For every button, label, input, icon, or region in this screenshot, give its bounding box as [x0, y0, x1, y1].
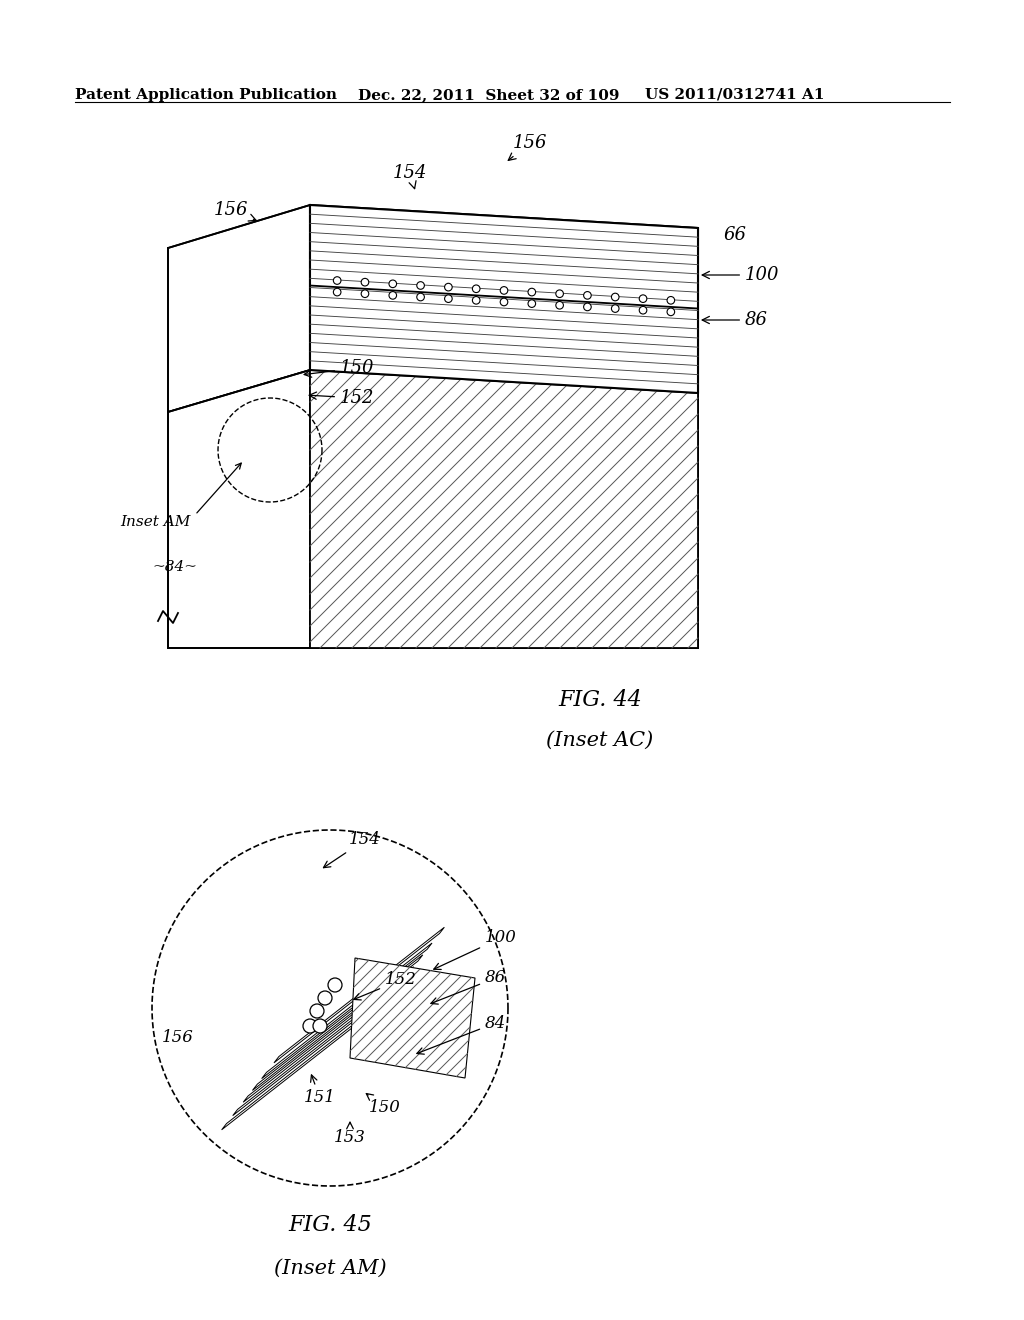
Circle shape — [334, 288, 341, 296]
Text: 154: 154 — [393, 164, 427, 189]
Text: 100: 100 — [434, 929, 517, 969]
Text: (Inset AC): (Inset AC) — [547, 730, 653, 750]
Polygon shape — [221, 994, 392, 1130]
Circle shape — [444, 284, 453, 290]
Text: 151: 151 — [304, 1074, 336, 1106]
Circle shape — [528, 288, 536, 296]
Text: 156: 156 — [162, 1030, 194, 1047]
Circle shape — [500, 298, 508, 306]
Text: Inset AM: Inset AM — [120, 515, 190, 529]
Text: (Inset AM): (Inset AM) — [273, 1258, 386, 1278]
Circle shape — [152, 830, 508, 1185]
Circle shape — [328, 978, 342, 993]
Text: US 2011/0312741 A1: US 2011/0312741 A1 — [645, 88, 824, 102]
Text: 100: 100 — [702, 267, 779, 284]
Circle shape — [639, 294, 647, 302]
Polygon shape — [262, 942, 432, 1078]
Circle shape — [639, 306, 647, 314]
Circle shape — [313, 1019, 327, 1034]
Polygon shape — [168, 370, 310, 648]
Circle shape — [584, 292, 591, 300]
Text: 152: 152 — [309, 389, 375, 407]
Circle shape — [500, 286, 508, 294]
Circle shape — [611, 305, 620, 313]
Polygon shape — [232, 979, 403, 1115]
Circle shape — [444, 294, 453, 302]
Polygon shape — [310, 205, 698, 393]
Circle shape — [389, 292, 396, 300]
Polygon shape — [350, 958, 475, 1078]
Polygon shape — [274, 927, 444, 1063]
Text: 153: 153 — [334, 1122, 366, 1147]
Circle shape — [472, 285, 480, 293]
Text: 152: 152 — [354, 972, 417, 1001]
Polygon shape — [310, 370, 698, 648]
Polygon shape — [243, 966, 414, 1102]
Circle shape — [318, 991, 332, 1005]
Circle shape — [667, 308, 675, 315]
Circle shape — [334, 277, 341, 284]
Text: 156: 156 — [508, 135, 547, 161]
Text: FIG. 44: FIG. 44 — [558, 689, 642, 711]
Text: 154: 154 — [324, 832, 381, 867]
Text: 86: 86 — [702, 312, 768, 329]
Circle shape — [303, 1019, 317, 1034]
Polygon shape — [168, 205, 310, 412]
Text: 150: 150 — [304, 359, 375, 378]
Text: 156: 156 — [213, 201, 256, 220]
Circle shape — [361, 290, 369, 297]
Text: 86: 86 — [431, 969, 506, 1005]
Text: 84: 84 — [417, 1015, 506, 1055]
Polygon shape — [252, 954, 423, 1090]
Text: 150: 150 — [367, 1093, 401, 1117]
Circle shape — [584, 304, 591, 310]
Text: Dec. 22, 2011  Sheet 32 of 109: Dec. 22, 2011 Sheet 32 of 109 — [358, 88, 620, 102]
Circle shape — [389, 280, 396, 288]
Text: FIG. 45: FIG. 45 — [288, 1214, 372, 1236]
Circle shape — [472, 297, 480, 304]
Text: 66: 66 — [724, 226, 746, 244]
Circle shape — [310, 1005, 324, 1018]
Circle shape — [556, 301, 563, 309]
Circle shape — [556, 290, 563, 297]
Text: ~84~: ~84~ — [153, 560, 198, 574]
Circle shape — [361, 279, 369, 286]
Text: Patent Application Publication: Patent Application Publication — [75, 88, 337, 102]
Circle shape — [667, 297, 675, 304]
Circle shape — [417, 293, 424, 301]
Circle shape — [528, 300, 536, 308]
Circle shape — [611, 293, 620, 301]
Circle shape — [417, 281, 424, 289]
